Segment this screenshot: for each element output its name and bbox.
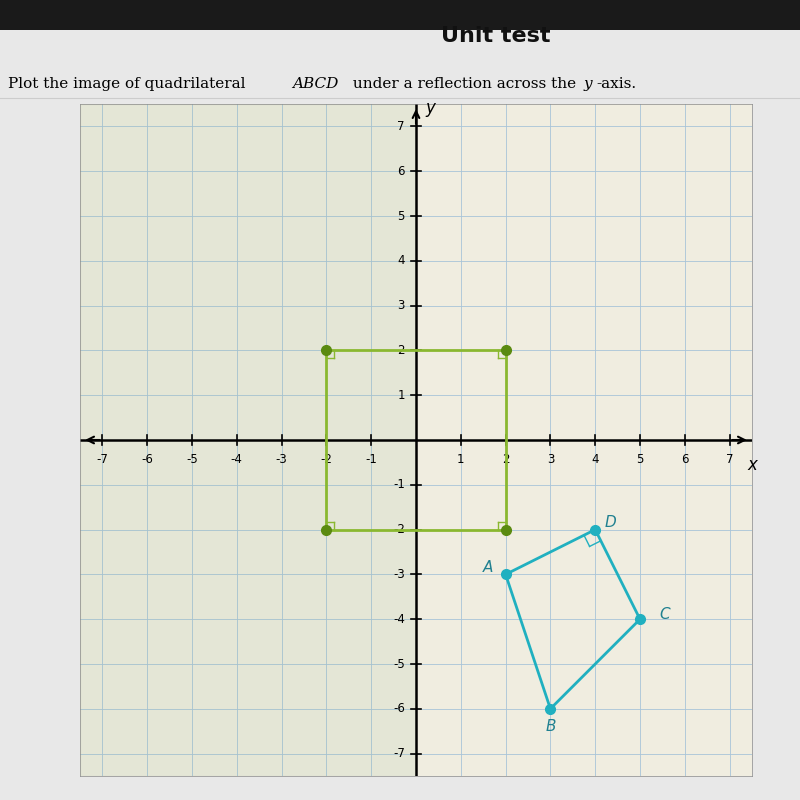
Text: 2: 2 <box>502 454 510 466</box>
Text: 2: 2 <box>398 344 405 357</box>
Text: C: C <box>659 607 670 622</box>
Text: -7: -7 <box>393 747 405 760</box>
Text: A: A <box>482 560 493 575</box>
Text: 5: 5 <box>398 210 405 222</box>
Text: 7: 7 <box>398 120 405 133</box>
Text: x: x <box>747 456 757 474</box>
Text: -4: -4 <box>393 613 405 626</box>
Text: -1: -1 <box>393 478 405 491</box>
Text: 4: 4 <box>591 454 599 466</box>
Text: 7: 7 <box>726 454 734 466</box>
Text: -3: -3 <box>393 568 405 581</box>
Text: -7: -7 <box>97 454 108 466</box>
Text: -axis.: -axis. <box>596 77 636 91</box>
Text: -1: -1 <box>366 454 377 466</box>
Text: -6: -6 <box>142 454 153 466</box>
Bar <box>80 104 416 776</box>
Text: -4: -4 <box>231 454 242 466</box>
Text: 1: 1 <box>457 454 465 466</box>
Text: -3: -3 <box>276 454 287 466</box>
Text: 3: 3 <box>546 454 554 466</box>
Text: -2: -2 <box>321 454 332 466</box>
Text: -6: -6 <box>393 702 405 715</box>
Text: 5: 5 <box>636 454 644 466</box>
Text: -5: -5 <box>186 454 198 466</box>
Text: under a reflection across the: under a reflection across the <box>348 77 581 91</box>
Text: ABCD: ABCD <box>292 77 338 91</box>
Text: 6: 6 <box>681 454 689 466</box>
Text: 3: 3 <box>398 299 405 312</box>
Text: Plot the image of quadrilateral: Plot the image of quadrilateral <box>8 77 250 91</box>
Text: -2: -2 <box>393 523 405 536</box>
Text: 6: 6 <box>398 165 405 178</box>
Text: y: y <box>584 77 593 91</box>
Text: 1: 1 <box>398 389 405 402</box>
Text: Unit test: Unit test <box>442 26 550 46</box>
Text: D: D <box>605 515 617 530</box>
Text: y: y <box>425 99 435 118</box>
Text: -5: -5 <box>393 658 405 670</box>
Text: B: B <box>545 719 556 734</box>
Text: 4: 4 <box>398 254 405 267</box>
